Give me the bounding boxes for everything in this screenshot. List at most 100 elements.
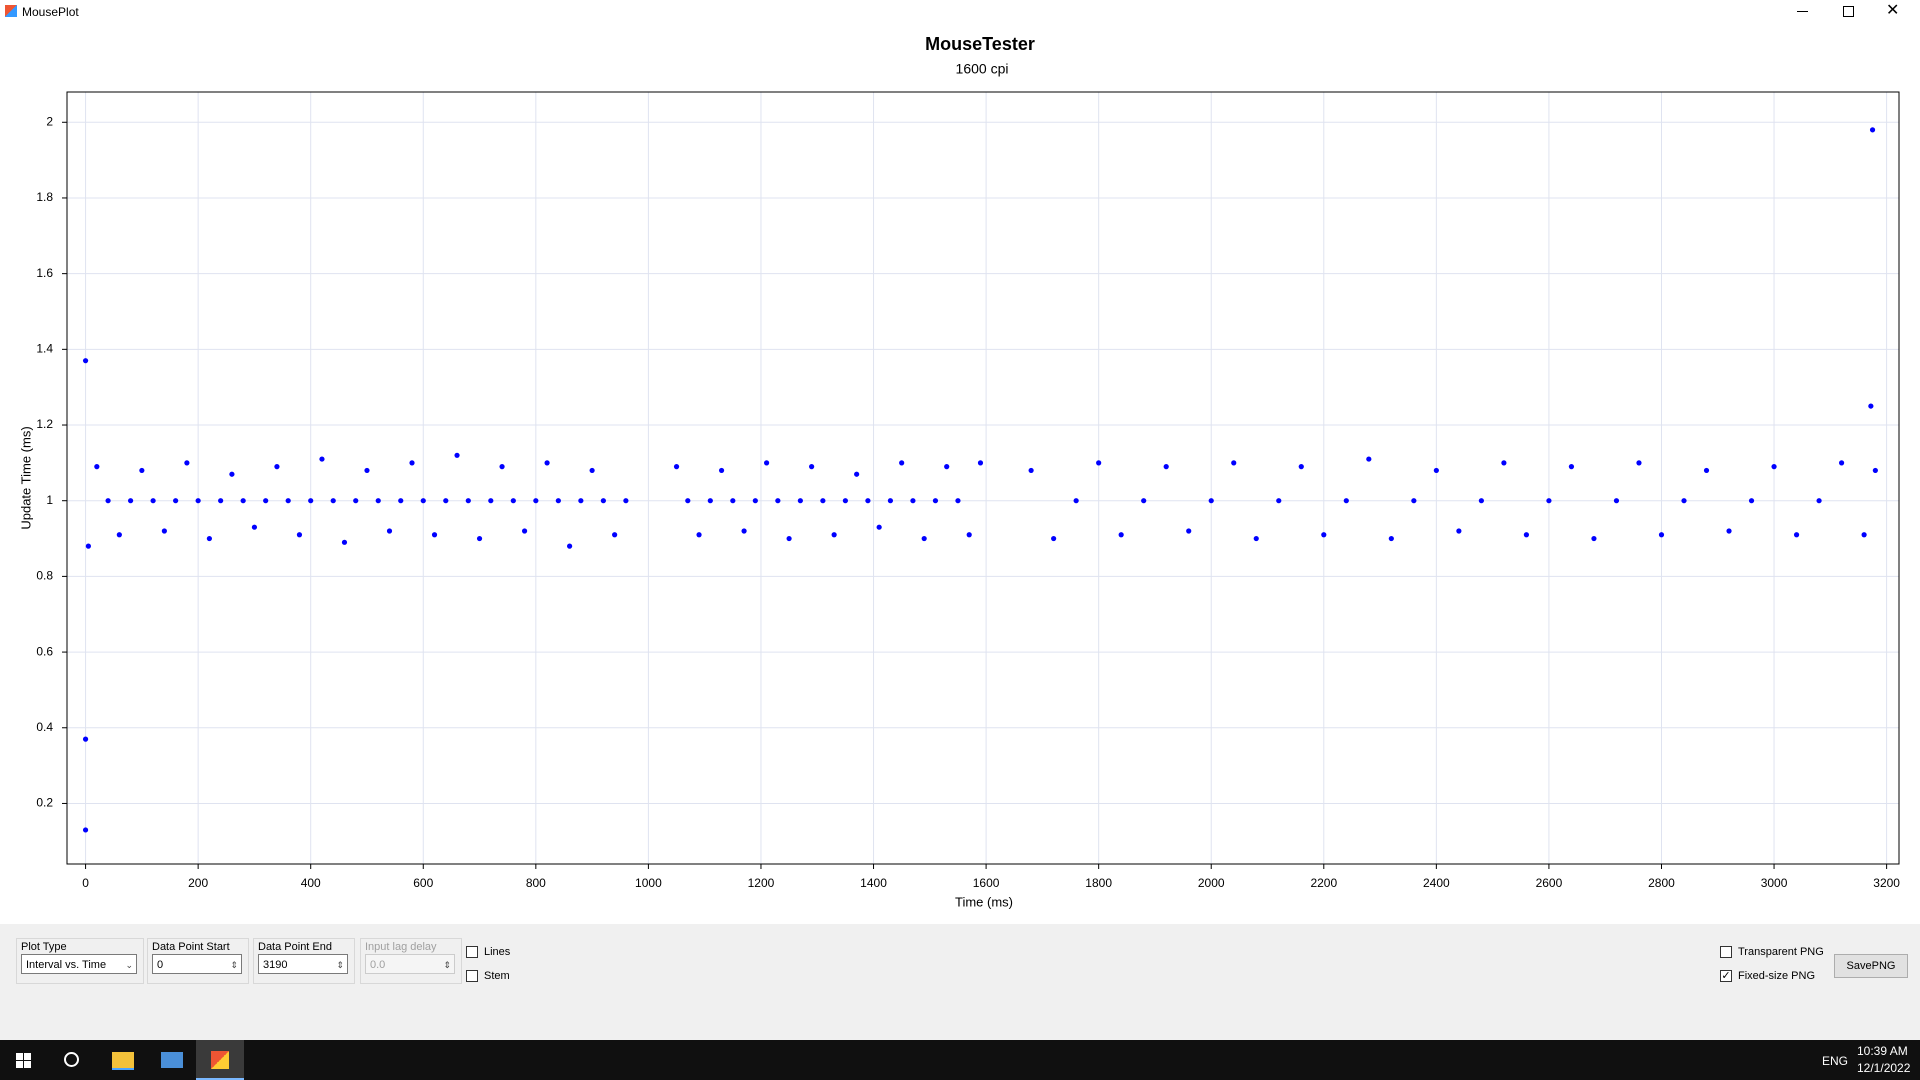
chart-title: MouseTester (925, 34, 1035, 54)
y-tick-label: 1 (46, 493, 53, 507)
spin-input[interactable]: 3190 ⇕ (258, 954, 348, 974)
data-point (673, 464, 680, 470)
data-point (1703, 467, 1710, 474)
data-point (150, 498, 156, 504)
data-point (854, 471, 860, 477)
x-tick-label: 2200 (1310, 876, 1337, 890)
arrow: ⇕ (230, 960, 238, 970)
y-tick-label: 2 (46, 114, 53, 128)
data-point (910, 498, 916, 504)
data-point (1253, 535, 1259, 542)
data-point (1231, 460, 1237, 466)
data-point (1501, 460, 1507, 466)
plot-area (67, 92, 1899, 864)
explorer-icon[interactable] (112, 1052, 134, 1070)
x-tick-label: 3200 (1873, 876, 1900, 890)
plot-frame (66, 91, 1900, 865)
restore[interactable] (1843, 6, 1854, 17)
checkbox[interactable] (466, 970, 478, 982)
arrow: ⇕ (443, 960, 451, 970)
data-point (876, 524, 882, 530)
data-point (944, 464, 950, 470)
data-point (921, 535, 927, 542)
data-point (431, 532, 438, 538)
checkbox-label: Lines (484, 946, 511, 958)
x-tick-label: 1200 (748, 876, 775, 890)
field-label: Plot Type (21, 941, 67, 953)
data-point (887, 498, 894, 504)
data-point (567, 543, 573, 549)
data-point (465, 498, 471, 504)
data-point (251, 524, 258, 530)
x-tick-label: 1000 (635, 876, 662, 890)
data-point (1276, 498, 1282, 504)
data-point (899, 460, 905, 466)
data-point (285, 498, 291, 504)
data-point (1096, 460, 1102, 466)
data-point (229, 471, 235, 477)
data-point (741, 528, 747, 534)
data-point (696, 532, 702, 538)
data-point (752, 498, 758, 504)
data-point (409, 460, 415, 466)
minimize[interactable] (1797, 11, 1808, 12)
spin-input: 0.0 ⇕ (365, 954, 455, 974)
data-point (1321, 532, 1327, 538)
data-point (1186, 528, 1192, 534)
data-point (809, 464, 815, 470)
data-point (1748, 498, 1755, 504)
y-tick-label: 1.8 (36, 190, 53, 204)
data-point (454, 452, 460, 458)
checkbox-label: Transparent PNG (1738, 946, 1824, 958)
data-point (555, 498, 561, 504)
data-point (173, 498, 179, 504)
data-point (1613, 498, 1620, 504)
data-point (1872, 467, 1878, 474)
data-point (1298, 464, 1304, 470)
search[interactable] (64, 1052, 79, 1067)
data-point (82, 827, 89, 833)
data-point (82, 736, 89, 742)
data-point (1028, 467, 1034, 474)
mouseplot-icon[interactable] (196, 1040, 244, 1080)
data-point (443, 498, 449, 504)
data-point (1568, 464, 1575, 470)
data-point (1868, 403, 1874, 409)
x-tick-label: 400 (301, 876, 321, 890)
checkbox[interactable] (1720, 946, 1732, 958)
app-icon-2[interactable] (161, 1052, 183, 1068)
data-point (977, 460, 984, 466)
y-tick-label: 1.6 (36, 266, 53, 280)
data-point (139, 467, 145, 474)
data-point (1523, 532, 1530, 538)
data-point (308, 498, 314, 504)
data-point (1478, 498, 1484, 504)
spin-input[interactable]: 0 ⇕ (152, 954, 242, 974)
data-point (1546, 498, 1552, 504)
clock-time[interactable]: 10:39 AM (1857, 1044, 1908, 1058)
data-point (105, 498, 111, 504)
start-button[interactable] (16, 1053, 31, 1068)
clock-date[interactable]: 12/1/2022 (1857, 1061, 1911, 1075)
data-point (85, 543, 91, 549)
data-point (1861, 532, 1867, 538)
checkbox[interactable] (466, 946, 478, 958)
y-tick-label: 1.2 (36, 417, 53, 431)
data-point (364, 467, 370, 474)
save-button[interactable]: SavePNG (1834, 954, 1908, 978)
language[interactable]: ENG (1822, 1054, 1849, 1068)
close[interactable]: ✕ (1886, 2, 1900, 19)
checkbox[interactable]: ✓ (1720, 970, 1732, 982)
data-point (510, 498, 516, 504)
data-point (274, 464, 280, 470)
data-point (589, 467, 595, 474)
y-tick-label: 0.6 (36, 644, 53, 658)
data-point (1118, 532, 1124, 538)
data-point (195, 498, 201, 504)
data-point (1388, 535, 1394, 542)
data-point (1658, 532, 1665, 538)
dropdown[interactable]: Interval vs. Time ⌄ (21, 954, 137, 974)
chart-subtitle: 1600 cpi (956, 61, 1009, 77)
arrow: ⇕ (336, 960, 344, 970)
